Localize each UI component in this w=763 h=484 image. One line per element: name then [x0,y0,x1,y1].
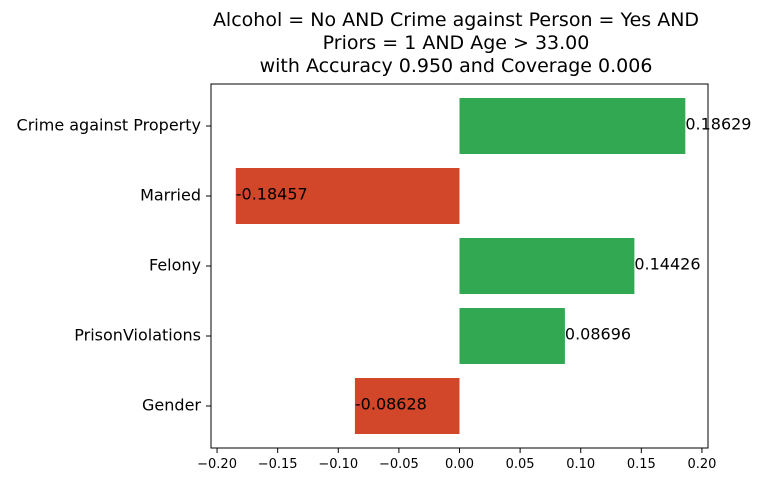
x-tick-label: 0.05 [506,457,535,472]
x-tick-label: 0.00 [445,457,474,472]
x-tick-label: 0.10 [566,457,595,472]
bar-prisonviolations [459,308,565,364]
plot-frame [210,83,709,449]
value-label-married: -0.18457 [236,185,308,204]
x-tick-label: −0.10 [318,457,358,472]
y-tick-label-gender: Gender [142,396,201,415]
x-tick-label: −0.05 [379,457,419,472]
y-tick-label-married: Married [140,186,201,205]
x-tick-label: −0.20 [197,457,237,472]
bars-layer [235,98,686,434]
x-tick-label: 0.15 [627,457,656,472]
y-tick-label-crime-against-property: Crime against Property [17,116,201,135]
x-tick-label: 0.20 [687,457,716,472]
chart-title-line-2: Priors = 1 AND Age > 33.00 [323,32,590,54]
bar-gender [354,378,460,434]
value-label-prisonviolations: 0.08696 [565,325,631,344]
y-axis: Crime against Property Married Felony Priso… [17,116,211,415]
value-label-crime-against-property: 0.18629 [685,115,751,134]
bar-crime-against-property [459,98,686,154]
value-label-felony: 0.14426 [634,255,700,274]
value-labels-layer: 0.18629 -0.18457 0.14426 0.08696 -0.08628 [236,115,752,414]
x-axis: −0.20 −0.15 −0.10 −0.05 0.00 0.05 0.10 0.15 0.20 [197,448,716,472]
chart-title-line-1: Alcohol = No AND Crime against Person = … [213,9,699,31]
bar-married [235,168,460,224]
chart-title: Alcohol = No AND Crime against Person = … [213,9,699,77]
value-label-gender: -0.08628 [355,395,427,414]
chart-title-line-3: with Accuracy 0.950 and Coverage 0.006 [260,55,653,77]
bar-felony [459,238,635,294]
y-tick-label-prisonviolations: PrisonViolations [74,326,201,345]
x-tick-label: −0.15 [258,457,298,472]
y-tick-label-felony: Felony [149,256,201,275]
